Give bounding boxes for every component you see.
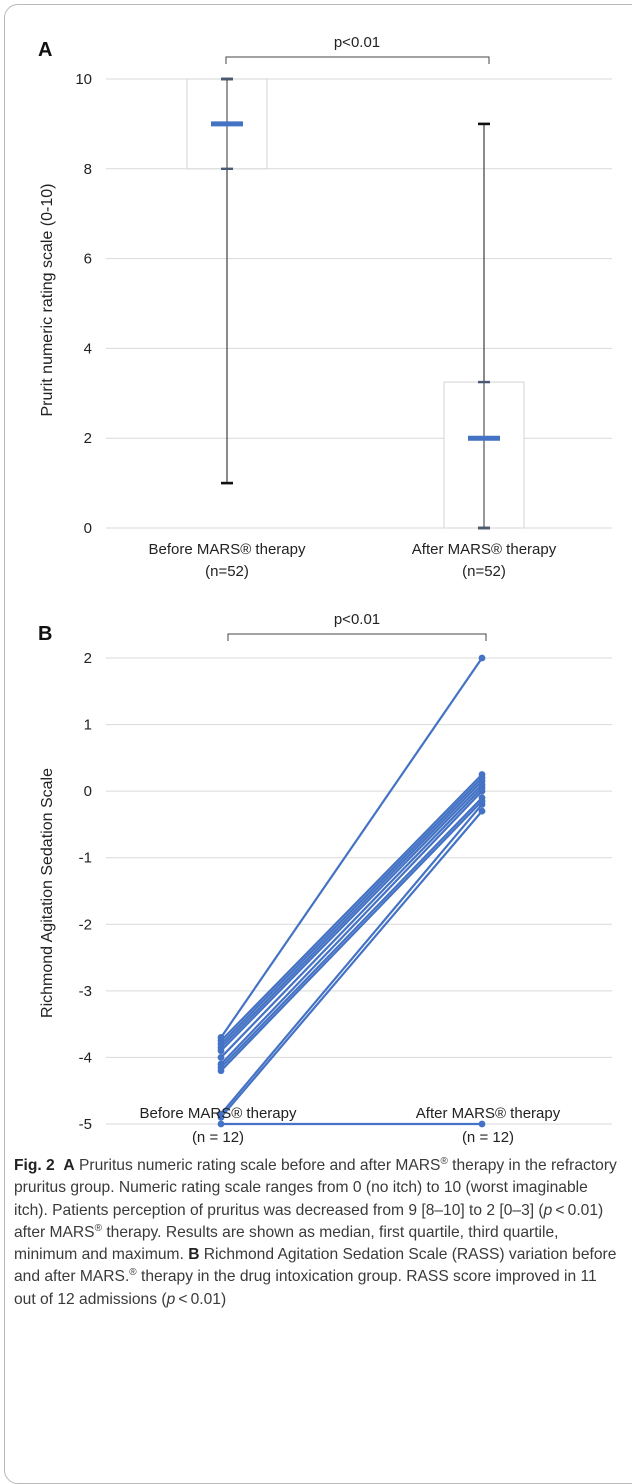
caption-letter-a: A bbox=[63, 1157, 75, 1174]
patient-series bbox=[217, 781, 486, 1055]
data-point bbox=[217, 1054, 225, 1061]
patient-series bbox=[217, 787, 486, 1068]
y-tick-label: 2 bbox=[84, 430, 92, 447]
panel-b-x-n-before: (n = 12) bbox=[192, 1129, 244, 1146]
y-tick-label: 2 bbox=[84, 650, 92, 667]
panel-a-significance-label: p<0.01 bbox=[334, 34, 380, 51]
series-line bbox=[220, 787, 483, 1059]
panel-a-x-n-before: (n=52) bbox=[205, 563, 249, 580]
caption-a-text-3: < 0.01) after MARS bbox=[14, 1201, 604, 1241]
series-line bbox=[220, 657, 483, 1039]
caption-b-text-2: therapy in the drug intoxication group. … bbox=[14, 1268, 597, 1308]
caption-a-text-4: therapy. Results are shown as median, fi… bbox=[14, 1223, 559, 1264]
series-line bbox=[220, 777, 483, 1045]
panel-a-grid bbox=[106, 78, 612, 529]
panel-b-x-label-after: After MARS® therapy bbox=[416, 1105, 561, 1122]
series-line bbox=[220, 783, 483, 1052]
y-tick-label: 10 bbox=[75, 71, 92, 88]
y-tick-label: 0 bbox=[84, 520, 92, 537]
caption-p-symbol: p bbox=[543, 1201, 553, 1219]
y-tick-label: -1 bbox=[79, 850, 92, 867]
panel-a-significance-bracket bbox=[225, 56, 490, 64]
patient-series bbox=[217, 807, 486, 1121]
y-tick-label: -5 bbox=[79, 1116, 92, 1133]
patient-series bbox=[217, 794, 486, 1071]
patient-series bbox=[217, 797, 486, 1075]
caption-b-text-3: < 0.01) bbox=[175, 1290, 227, 1308]
data-point bbox=[478, 787, 486, 795]
y-tick-label: -2 bbox=[79, 916, 92, 933]
data-point bbox=[478, 654, 486, 662]
data-point bbox=[478, 807, 486, 815]
box-after bbox=[443, 122, 525, 530]
data-point bbox=[217, 1113, 225, 1121]
figure-caption: Fig. 2 A Pruritus numeric rating scale b… bbox=[14, 1155, 622, 1311]
caption-p-symbol-b: p bbox=[166, 1290, 176, 1308]
panel-b-grid bbox=[106, 657, 612, 1125]
series-line bbox=[220, 773, 483, 1042]
series-line bbox=[220, 803, 483, 1115]
panel-a-x-n-after: (n=52) bbox=[462, 563, 506, 580]
y-tick-label: -4 bbox=[79, 1049, 92, 1066]
series-line bbox=[220, 780, 483, 1049]
panel-a-x-label-before: Before MARS® therapy bbox=[149, 541, 306, 558]
caption-a-text-2: therapy in the refractory pruritus group… bbox=[14, 1157, 617, 1219]
patient-series bbox=[217, 774, 486, 1048]
patient-series bbox=[217, 1120, 486, 1128]
panel-b-x-label-before: Before MARS® therapy bbox=[140, 1105, 297, 1122]
caption-b-text-1: Richmond Agitation Sedation Scale (RASS)… bbox=[14, 1246, 617, 1286]
patient-series bbox=[217, 771, 486, 1045]
registered-mark: ® bbox=[440, 1156, 448, 1167]
series-line bbox=[220, 790, 483, 1065]
y-tick-label: 0 bbox=[84, 783, 92, 800]
figure-charts: A Prurit numeric rating scale (0-10) 0 2 4… bbox=[38, 34, 612, 1146]
series-line bbox=[220, 810, 483, 1119]
panel-a-y-ticks: 0 2 4 6 8 10 bbox=[75, 71, 92, 537]
y-tick-label: 6 bbox=[84, 251, 92, 268]
box-before bbox=[186, 77, 268, 485]
panel-b-x-n-after: (n = 12) bbox=[462, 1129, 514, 1146]
data-point bbox=[478, 801, 486, 808]
panel-a-letter: A bbox=[38, 39, 52, 61]
y-tick-label: 8 bbox=[84, 161, 92, 178]
patient-series bbox=[217, 784, 486, 1061]
panel-a-boxes bbox=[186, 77, 525, 530]
panel-b-significance-bracket bbox=[227, 633, 487, 641]
data-point bbox=[217, 1120, 225, 1128]
registered-mark: ® bbox=[94, 1222, 102, 1234]
panel-b-significance-label: p<0.01 bbox=[334, 611, 380, 628]
caption-fig-label: Fig. 2 bbox=[14, 1157, 55, 1174]
series-line bbox=[220, 800, 483, 1072]
y-tick-label: -3 bbox=[79, 983, 92, 1000]
series-line bbox=[220, 797, 483, 1069]
panel-b-letter: B bbox=[38, 623, 52, 645]
panel-b-ylabel: Richmond Agitation Sedation Scale bbox=[39, 768, 56, 1018]
data-point bbox=[217, 1067, 225, 1075]
registered-mark: ® bbox=[129, 1267, 137, 1279]
patient-series bbox=[217, 777, 486, 1051]
data-point bbox=[478, 1120, 486, 1128]
caption-letter-b: B bbox=[188, 1246, 200, 1264]
panel-a-x-label-after: After MARS® therapy bbox=[412, 541, 557, 558]
data-point bbox=[217, 1047, 225, 1055]
panel-a-ylabel: Prurit numeric rating scale (0-10) bbox=[39, 184, 56, 417]
panel-b-y-ticks: 2 1 0 -1 -2 -3 -4 -5 bbox=[79, 650, 92, 1133]
caption-a-text-1: Pruritus numeric rating scale before and… bbox=[79, 1157, 441, 1174]
y-tick-label: 1 bbox=[84, 717, 92, 734]
panel-b-lines bbox=[217, 654, 486, 1128]
y-tick-label: 4 bbox=[84, 340, 92, 357]
